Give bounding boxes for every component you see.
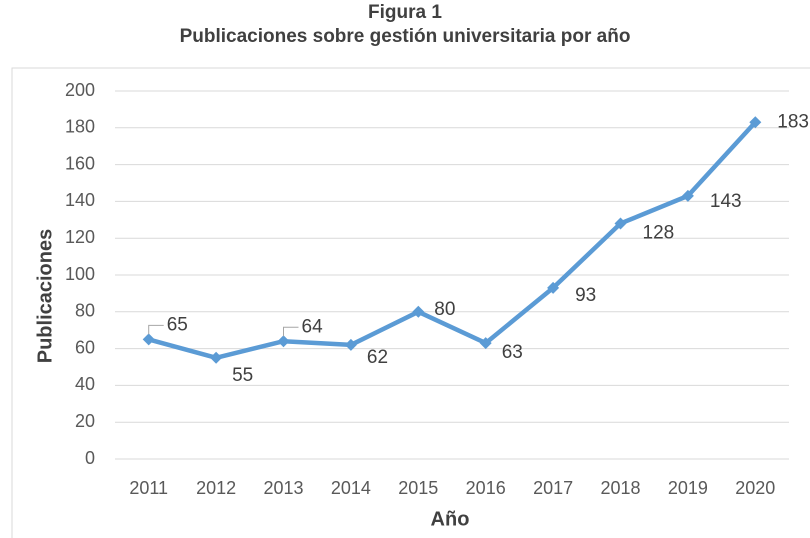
x-tick-label: 2011 [129,478,168,498]
marker [277,335,290,348]
x-axis-label: Año [431,508,470,530]
marker [614,217,627,230]
x-tick-label: 2013 [263,478,303,498]
y-tick-label: 140 [65,190,95,210]
marker [681,189,694,202]
chart-border [11,67,810,538]
data-label: 55 [232,365,253,386]
marker [412,305,425,318]
x-tick-label: 2016 [466,478,506,498]
y-tick-label: 0 [85,448,95,468]
marker [142,333,155,346]
leader-line [148,324,164,335]
y-axis-label: Publicaciones [34,229,56,364]
marker [547,281,560,294]
y-tick-label: 100 [65,264,95,284]
marker [479,337,492,350]
data-label: 143 [710,191,742,212]
chart-title: Figura 1 [368,2,442,23]
leader-line [283,326,299,337]
x-tick-label: 2017 [533,478,573,498]
chart-subtitle: Publicaciones sobre gestión universitari… [180,26,631,47]
x-tick-label: 2019 [668,478,708,498]
data-label: 65 [167,314,188,335]
data-label: 128 [643,222,675,243]
x-tick-label: 2015 [398,478,438,498]
marker [344,338,357,351]
data-label: 63 [502,342,523,363]
y-tick-label: 20 [75,411,95,431]
y-tick-label: 80 [75,301,95,321]
data-label: 80 [434,299,455,320]
line [148,120,757,361]
x-tick-label: 2018 [600,478,640,498]
marker [749,116,762,129]
y-tick-label: 120 [65,227,95,247]
x-tick-label: 2020 [735,478,775,498]
y-tick-label: 160 [65,153,95,173]
data-label: 64 [302,316,324,337]
marker [210,351,223,364]
y-tick-label: 60 [75,337,95,357]
x-tick-label: 2012 [196,478,236,498]
x-tick-label: 2014 [331,478,371,498]
y-tick-label: 200 [65,80,95,100]
y-tick-label: 180 [65,117,95,137]
data-label: 62 [367,347,388,368]
y-tick-label: 40 [75,374,95,394]
data-label: 93 [575,285,596,306]
data-label: 183 [777,111,809,132]
